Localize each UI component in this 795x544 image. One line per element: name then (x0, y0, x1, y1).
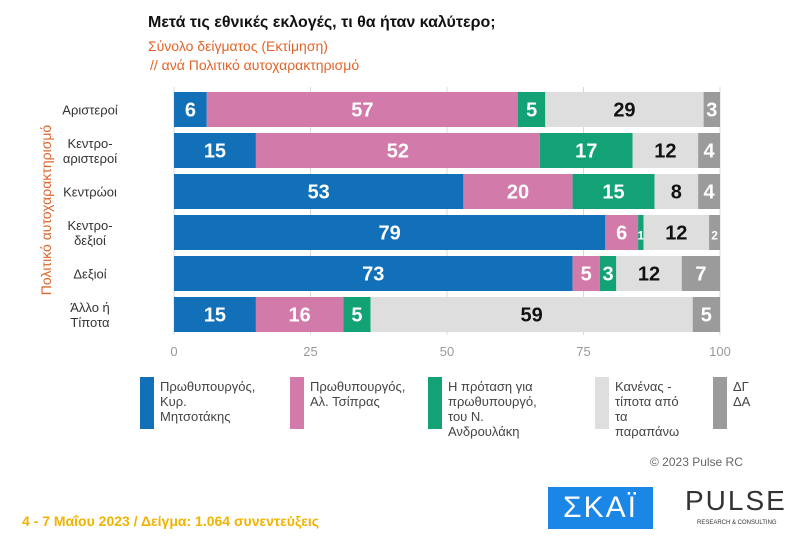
bar-segment (605, 215, 639, 250)
data-label: 4 (704, 141, 716, 163)
x-tick-label: 100 (709, 344, 731, 359)
legend-label: Πρωθυπουργός, Αλ. Τσίπρας (310, 379, 406, 409)
data-label: 12 (654, 141, 676, 163)
category-label: Κεντρο- δεξιοί (67, 217, 113, 248)
copyright: © 2023 Pulse RC (650, 455, 743, 469)
legend-swatch (140, 377, 154, 429)
data-label: 59 (521, 305, 543, 327)
pulse-logo-subtitle: RESEARCH & CONSULTING (697, 520, 777, 526)
bar-segment (255, 297, 344, 332)
data-label: 1 (637, 229, 644, 243)
bar-segment (698, 174, 720, 209)
fieldwork-note: 4 - 7 Μαΐου 2023 / Δείγμα: 1.064 συνεντε… (22, 513, 320, 529)
data-label: 79 (379, 223, 401, 245)
x-tick-label: 75 (576, 344, 590, 359)
skai-logo: ΣΚΑΪ (548, 487, 653, 529)
data-label: 7 (695, 264, 706, 286)
bar-segment (174, 133, 256, 168)
x-tick-label: 50 (440, 344, 454, 359)
legend-label: Η πρόταση για πρωθυπουργό, του Ν. Ανδρου… (448, 379, 537, 439)
data-label: 3 (603, 264, 614, 286)
data-label: 5 (526, 100, 537, 122)
bar-segment (206, 92, 518, 127)
data-label: 15 (204, 305, 226, 327)
data-label: 17 (575, 141, 597, 163)
category-label: Κεντρώοι (63, 184, 117, 199)
bar-segment (463, 174, 573, 209)
bar-segment (255, 133, 540, 168)
data-label: 6 (185, 100, 196, 122)
bar-segment (572, 256, 600, 291)
data-label: 15 (204, 141, 226, 163)
bar-segment (539, 133, 633, 168)
category-label: Δεξιοί (73, 266, 107, 281)
data-label: 20 (507, 182, 529, 204)
bar-segment (545, 92, 704, 127)
legend-label: Κανένας - τίποτα από τα παραπάνω (615, 379, 680, 439)
legend-label: ΔΓ ΔΑ (733, 379, 751, 409)
bar-segment (174, 297, 256, 332)
bar-segment (572, 174, 655, 209)
bar-segment (174, 215, 606, 250)
chart-title: Μετά τις εθνικές εκλογές, τι θα ήταν καλ… (148, 14, 496, 31)
data-label: 4 (704, 182, 716, 204)
legend-swatch (428, 377, 442, 429)
category-label: Κεντρο- αριστεροί (62, 135, 118, 166)
data-label: 8 (671, 182, 682, 204)
bar-segment (616, 256, 682, 291)
bar-segment (643, 215, 710, 250)
data-label: 6 (616, 223, 627, 245)
legend-swatch (713, 377, 727, 429)
legend-swatch (290, 377, 304, 429)
bar-segment (343, 297, 371, 332)
x-tick-label: 25 (303, 344, 317, 359)
bar-segment (174, 256, 573, 291)
data-label: 52 (387, 141, 409, 163)
data-label: 12 (665, 223, 687, 245)
bar-segment (632, 133, 699, 168)
bar-segment (692, 297, 720, 332)
bar-segment (681, 256, 720, 291)
bar-segment (638, 215, 644, 250)
data-label: 15 (602, 182, 624, 204)
category-label: Άλλο ή Τίποτα (70, 299, 110, 330)
data-label: 12 (638, 264, 660, 286)
data-label: 73 (362, 264, 384, 286)
category-label: Αριστεροί (62, 102, 118, 117)
data-label: 16 (288, 305, 310, 327)
bar-segment (370, 297, 693, 332)
data-label: 3 (706, 100, 717, 122)
bar-segment (654, 174, 699, 209)
data-label: 2 (711, 229, 718, 243)
bar-segment (698, 133, 720, 168)
bar-segment (709, 215, 720, 250)
bar-segment (517, 92, 546, 127)
bar-segment (703, 92, 720, 127)
legend-swatch (595, 377, 609, 429)
data-label: 29 (613, 100, 635, 122)
legend-item: ΔΓ ΔΑ (713, 377, 758, 429)
data-label: 5 (701, 305, 712, 327)
legend-label: Πρωθυπουργός, Κυρ. Μητσοτάκης (160, 379, 256, 424)
data-label: 57 (351, 100, 373, 122)
data-label: 5 (351, 305, 362, 327)
bar-segment (174, 174, 464, 209)
data-label: 5 (581, 264, 592, 286)
bar-segment (174, 92, 207, 127)
bar-segment (599, 256, 617, 291)
data-label: 53 (308, 182, 330, 204)
chart-subtitle: Σύνολο δείγματος (Εκτίμηση) (148, 38, 328, 54)
chart-subtitle-2: // ανά Πολιτικό αυτοχαρακτηρισμό (150, 57, 360, 73)
x-tick-label: 0 (170, 344, 177, 359)
pulse-logo: PULSE (685, 485, 787, 516)
